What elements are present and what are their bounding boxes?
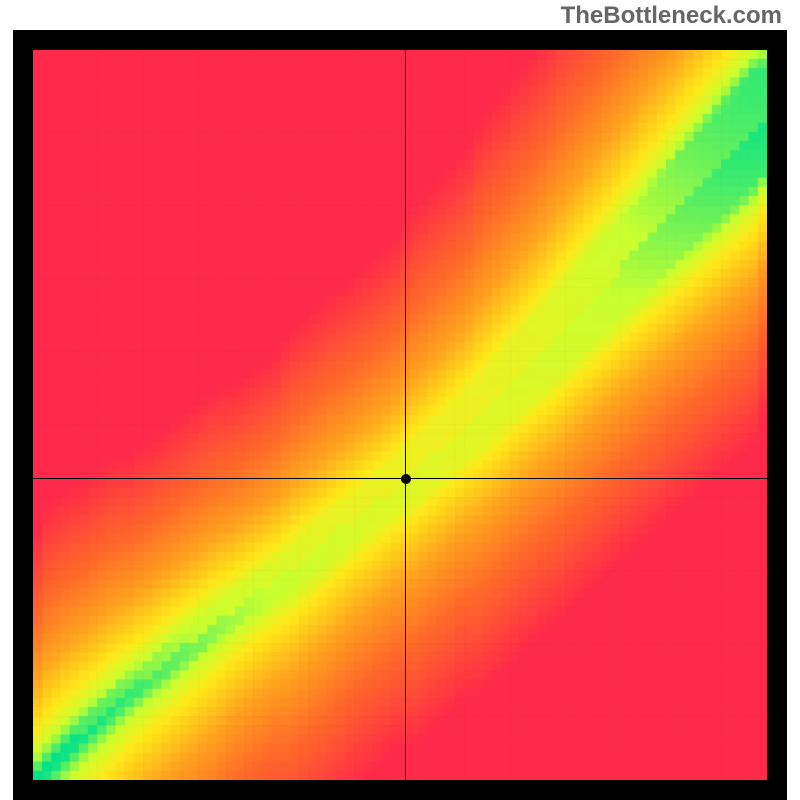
crosshair-vertical bbox=[405, 50, 406, 780]
selection-marker bbox=[401, 474, 411, 484]
bottleneck-heatmap bbox=[33, 50, 767, 780]
watermark-text: TheBottleneck.com bbox=[561, 2, 782, 30]
